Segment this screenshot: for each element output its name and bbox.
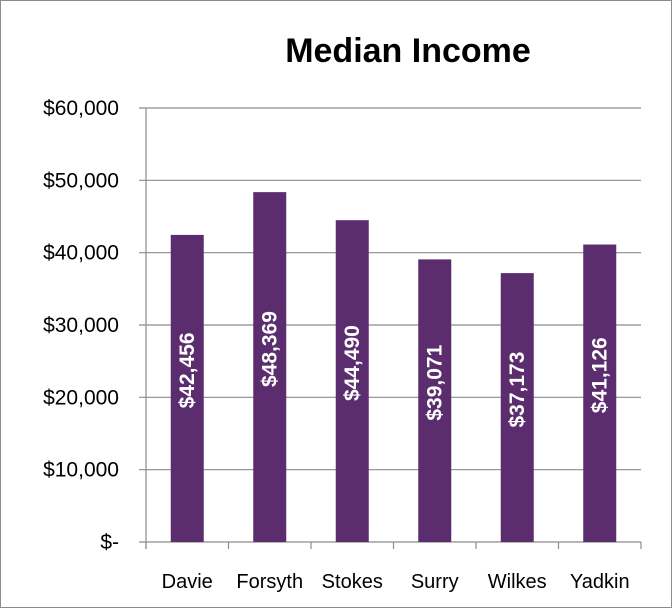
x-tick-label: Surry: [411, 571, 459, 593]
bar-wilkes: [500, 273, 534, 542]
data-label: $39,071: [423, 344, 446, 420]
x-axis-ticks: Davie Forsyth Stokes Surry Wilkes Yadkin: [162, 571, 630, 593]
y-tick-label: $60,000: [43, 97, 119, 120]
data-label: $41,126: [588, 337, 611, 413]
bar-davie: [170, 234, 204, 542]
gridlines: [139, 107, 642, 549]
bar-yadkin: [583, 244, 617, 543]
bar-forsyth: [253, 192, 287, 542]
x-tick-label: Wilkes: [488, 571, 547, 593]
y-axis-ticks: $- $10,000 $20,000 $30,000 $40,000 $50,000 $60…: [43, 97, 119, 554]
x-tick-label: Forsyth: [236, 571, 303, 593]
y-tick-label: $50,000: [43, 169, 119, 192]
bars: $42,456 $48,369 $44,490 $39,071 $37,173 $41,1…: [170, 192, 617, 543]
data-label: $44,490: [341, 325, 364, 401]
bar-stokes: [335, 220, 369, 542]
data-label: $42,456: [176, 332, 199, 408]
x-tick-label: Stokes: [322, 571, 383, 593]
bar-surry: [418, 259, 452, 542]
y-tick-label: $40,000: [43, 242, 119, 265]
y-tick-label: $20,000: [43, 386, 119, 409]
x-tick-label: Yadkin: [570, 571, 630, 593]
x-tick-label: Davie: [162, 571, 213, 593]
chart-title: Median Income: [285, 32, 531, 70]
data-label: $48,369: [258, 311, 281, 387]
y-tick-label: $-: [100, 531, 119, 554]
data-label: $37,173: [506, 352, 529, 428]
y-tick-label: $30,000: [43, 314, 119, 337]
y-tick-label: $10,000: [43, 459, 119, 482]
